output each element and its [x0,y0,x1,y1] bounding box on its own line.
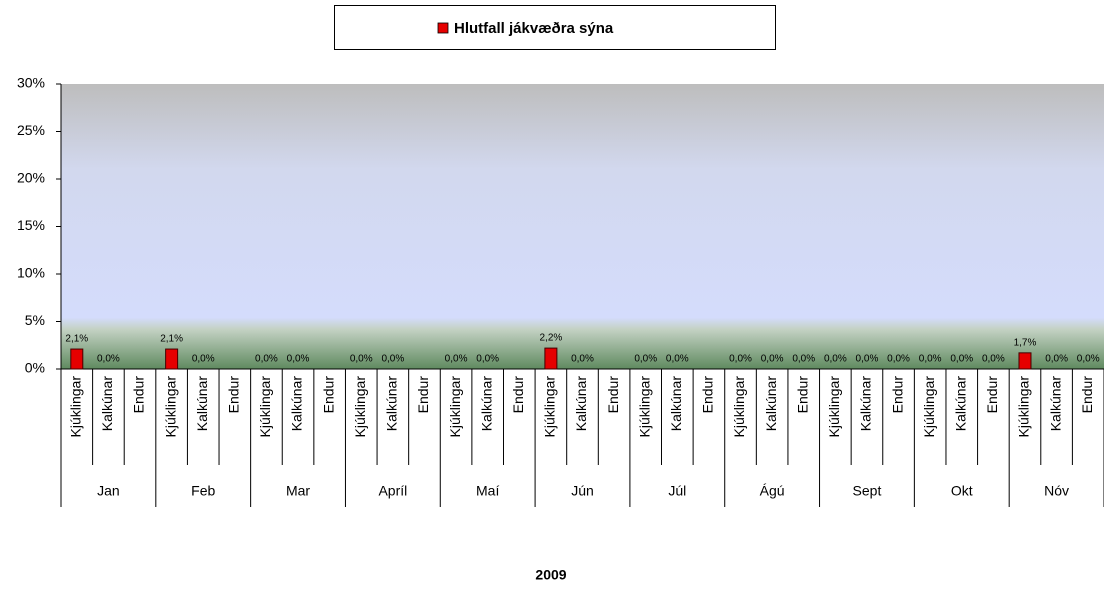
group-label: Feb [191,483,215,499]
value-label: 2,1% [160,334,183,345]
y-tick-label: 30% [17,75,45,91]
x-tick-label: Kjúklingar [352,376,368,438]
group-label: Jún [571,483,594,499]
x-tick-label: Kalkúnar [763,376,779,432]
value-label: 0,0% [824,354,847,365]
x-tick-label: Endur [984,376,1000,414]
legend [334,5,776,50]
value-label: 0,0% [381,354,404,365]
x-tick-label: Kalkúnar [1047,376,1063,432]
group-label: Apríl [378,483,407,499]
x-tick-label: Kalkúnar [952,376,968,432]
x-tick-label: Kjúklingar [636,376,652,438]
x-tick-label: Endur [226,376,242,414]
value-label: 0,0% [856,354,879,365]
x-tick-label: Kalkúnar [858,376,874,432]
x-tick-label: Kalkúnar [478,376,494,432]
y-tick-label: 0% [25,360,45,376]
group-label: Maí [476,483,499,499]
value-label: 0,0% [729,354,752,365]
value-label: 0,0% [950,354,973,365]
x-tick-label: Endur [131,376,147,414]
x-tick-label: Endur [605,376,621,414]
value-label: 0,0% [476,354,499,365]
x-tick-label: Endur [415,376,431,414]
plot-area [61,84,1104,369]
legend-label: Hlutfall jákvæðra sýna [454,20,614,37]
x-axis-label: 2009 [535,567,566,583]
y-tick-label: 5% [25,312,45,328]
x-tick-label: Kalkúnar [573,376,589,432]
group-label: Mar [286,483,310,499]
bar [165,348,179,370]
x-tick-label: Endur [700,376,716,414]
value-label: 0,0% [666,354,689,365]
x-tick-label: Kjúklingar [447,376,463,438]
value-label: 0,0% [255,354,278,365]
group-label: Júl [668,483,686,499]
x-tick-label: Kalkúnar [668,376,684,432]
value-label: 0,0% [571,354,594,365]
bar [70,348,84,370]
value-label: 0,0% [445,354,468,365]
x-tick-label: Kjúklingar [921,376,937,438]
value-label: 0,0% [919,354,942,365]
value-label: 2,1% [65,334,88,345]
value-label: 0,0% [350,354,373,365]
group-label: Nóv [1044,483,1069,499]
value-label: 0,0% [287,354,310,365]
x-tick-label: Kjúklingar [68,376,84,438]
group-label: Jan [97,483,120,499]
x-tick-label: Endur [510,376,526,414]
value-label: 0,0% [1045,354,1068,365]
value-label: 0,0% [192,354,215,365]
group-label: Ágú [760,483,785,499]
legend-swatch [437,22,449,34]
value-label: 0,0% [792,354,815,365]
x-tick-label: Kalkúnar [289,376,305,432]
x-tick-label: Kjúklingar [162,376,178,438]
value-label: 0,0% [634,354,657,365]
x-tick-label: Kjúklingar [731,376,747,438]
value-label: 1,7% [1014,337,1037,348]
value-label: 0,0% [761,354,784,365]
x-tick-label: Kalkúnar [384,376,400,432]
bar [544,347,558,370]
x-tick-label: Kjúklingar [826,376,842,438]
x-tick-label: Endur [1079,376,1095,414]
y-tick-label: 20% [17,170,45,186]
y-tick-label: 15% [17,217,45,233]
x-tick-label: Endur [794,376,810,414]
y-tick-label: 25% [17,122,45,138]
group-label: Sept [853,483,882,499]
y-tick-label: 10% [17,265,45,281]
value-label: 0,0% [887,354,910,365]
x-tick-label: Endur [320,376,336,414]
x-tick-label: Kjúklingar [257,376,273,438]
value-label: 0,0% [1077,354,1100,365]
value-label: 2,2% [539,333,562,344]
value-label: 0,0% [982,354,1005,365]
value-label: 0,0% [97,354,120,365]
x-tick-label: Kalkúnar [194,376,210,432]
x-tick-label: Kjúklingar [1016,376,1032,438]
group-label: Okt [951,483,973,499]
x-tick-label: Kalkúnar [99,376,115,432]
x-tick-label: Kjúklingar [542,376,558,438]
bar [1018,352,1032,370]
x-tick-label: Endur [889,376,905,414]
